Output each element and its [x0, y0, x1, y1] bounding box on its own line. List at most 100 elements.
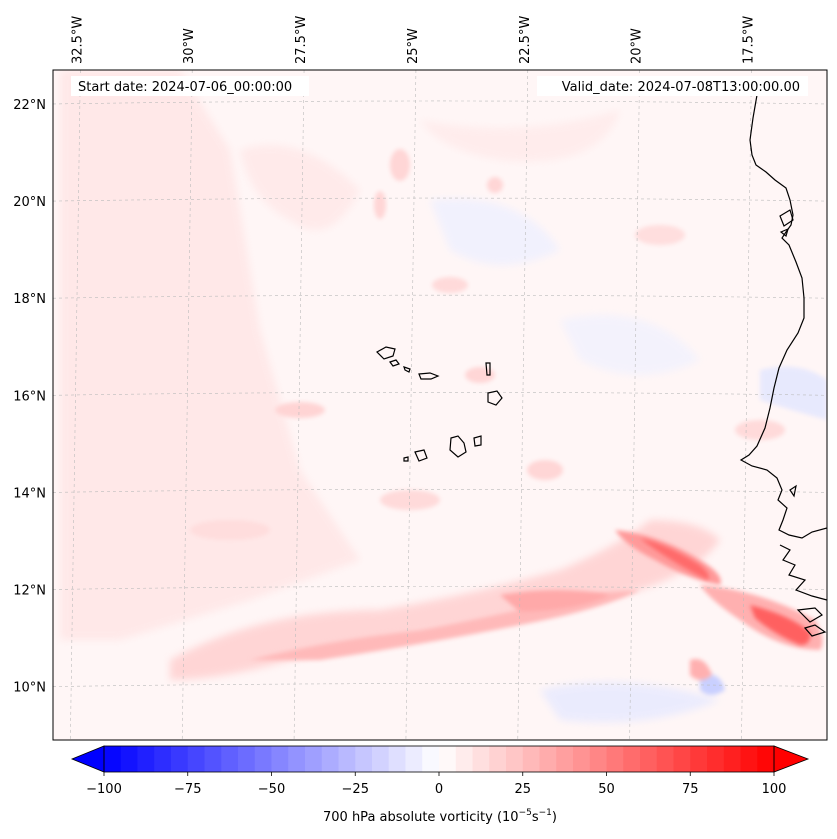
cell — [487, 177, 503, 193]
meridian-line — [181, 70, 193, 740]
colorbar-cell — [573, 746, 591, 772]
negative-spot — [700, 674, 725, 695]
boa-vista-island — [487, 390, 503, 406]
colorbar-cell — [137, 746, 155, 772]
weak-negative-central — [430, 198, 560, 265]
positive-streak-core — [640, 538, 709, 580]
colorbar-cell — [707, 746, 725, 772]
cell — [465, 367, 495, 383]
latitude-label: 20°N — [13, 195, 46, 210]
colorbar-tick-label: 25 — [514, 782, 531, 797]
latitude-label: 14°N — [13, 486, 46, 501]
colorbar-cell — [673, 746, 691, 772]
colorbar-cell — [221, 746, 239, 772]
coastal-island — [803, 624, 827, 637]
colorbar-cell — [204, 746, 222, 772]
colorbar-cell — [171, 746, 189, 772]
valid-date-label: Valid_date: 2024-07-08T13:00:00.00 — [562, 80, 800, 95]
colorbar-cell — [422, 746, 440, 772]
meridian-line — [405, 70, 417, 740]
longitude-labels: 32.5°W 30°W 27.5°W 25°W 22.5°W 20°W 17.5°W — [70, 16, 756, 64]
longitude-label: 32.5°W — [70, 16, 85, 64]
cell — [735, 420, 785, 440]
meridian-line — [70, 70, 81, 740]
longitude-label: 27.5°W — [294, 16, 309, 64]
colorbar-min-extend-arrow — [70, 745, 105, 773]
parallel-line — [53, 197, 827, 202]
colorbar-cell — [740, 746, 758, 772]
colorbar-cell — [388, 746, 406, 772]
guinea-bissau-coast — [779, 544, 827, 601]
coastal-island — [789, 484, 797, 498]
sao-vicente-island — [389, 359, 400, 367]
colorbar-ticks: −100 −75 −50 −25 0 25 50 75 100 — [86, 772, 786, 797]
colorbar-cell — [506, 746, 524, 772]
brava-island — [403, 456, 409, 462]
weak-positive-north — [420, 110, 620, 162]
coastlines — [376, 94, 827, 637]
colorbar-cell — [288, 746, 306, 772]
cell — [390, 149, 410, 181]
meridian-line — [517, 70, 529, 740]
colorbar-label: 700 hPa absolute vorticity (10−5s−1) — [323, 808, 557, 825]
map-frame — [52, 69, 828, 741]
colorbar-tick-label: 0 — [435, 782, 443, 797]
parallel-line — [53, 586, 827, 590]
colorbar-tick-label: −50 — [258, 782, 285, 797]
colorbar-cell — [757, 746, 775, 772]
santo-antao-island — [376, 346, 396, 360]
colorbar-cell — [439, 746, 457, 772]
start-date-label: Start date: 2024-07-06_00:00:00 — [78, 80, 292, 95]
fogo-island — [414, 449, 428, 462]
colorbar-cell — [187, 746, 205, 772]
meridian-line — [741, 70, 752, 740]
coastal-island — [779, 227, 789, 238]
sal-island — [485, 362, 491, 376]
longitude-label: 25°W — [406, 28, 421, 64]
colorbar-cell — [154, 746, 172, 772]
meridian-line — [293, 70, 305, 740]
colorbar-cell — [589, 746, 607, 772]
colorbar-max-extend-arrow — [773, 745, 810, 773]
map-panel: Start date: 2024-07-06_00:00:00 Valid_da… — [52, 69, 828, 741]
colorbar-cell — [271, 746, 289, 772]
colorbar-cell — [321, 746, 339, 772]
latitude-label: 22°N — [13, 98, 46, 113]
colorbar-cell — [104, 746, 122, 772]
parallel-line — [53, 100, 827, 105]
cell — [432, 277, 468, 293]
colorbar-cell — [405, 746, 423, 772]
coastal-island — [796, 607, 823, 623]
parallel-line — [53, 489, 827, 493]
cell — [635, 225, 685, 245]
parallel-line — [53, 294, 827, 299]
start-date-box — [71, 76, 309, 96]
cell — [380, 490, 440, 510]
colorbar-cell — [372, 746, 390, 772]
colorbar-tick-label: −100 — [86, 782, 122, 797]
longitude-label: 17.5°W — [741, 16, 756, 64]
cell — [374, 191, 386, 219]
santiago-island — [449, 435, 467, 458]
colorbar-cell — [238, 746, 256, 772]
positive-max-core — [750, 605, 811, 645]
colorbar-tick-label: −75 — [174, 782, 201, 797]
weak-negative-east — [560, 315, 700, 375]
latitude-label: 12°N — [13, 583, 46, 598]
sao-nicolau-island — [418, 372, 440, 380]
colorbar-cell — [489, 746, 507, 772]
weak-negative-coast — [760, 366, 827, 420]
colorbar-cells — [104, 746, 775, 772]
colorbar-cell — [254, 746, 272, 772]
colorbar-cell — [305, 746, 323, 772]
colorbar-cell — [338, 746, 356, 772]
colorbar-cell — [556, 746, 574, 772]
latitude-label: 16°N — [13, 389, 46, 404]
colorbar-tick-label: 75 — [682, 782, 699, 797]
colorbar-cell — [723, 746, 741, 772]
parallel-line — [53, 683, 827, 687]
meridian-line — [629, 70, 640, 740]
colorbar-tick-label: 100 — [762, 782, 787, 797]
latitude-labels: 22°N 20°N 18°N 16°N 14°N 12°N 10°N — [13, 98, 46, 696]
